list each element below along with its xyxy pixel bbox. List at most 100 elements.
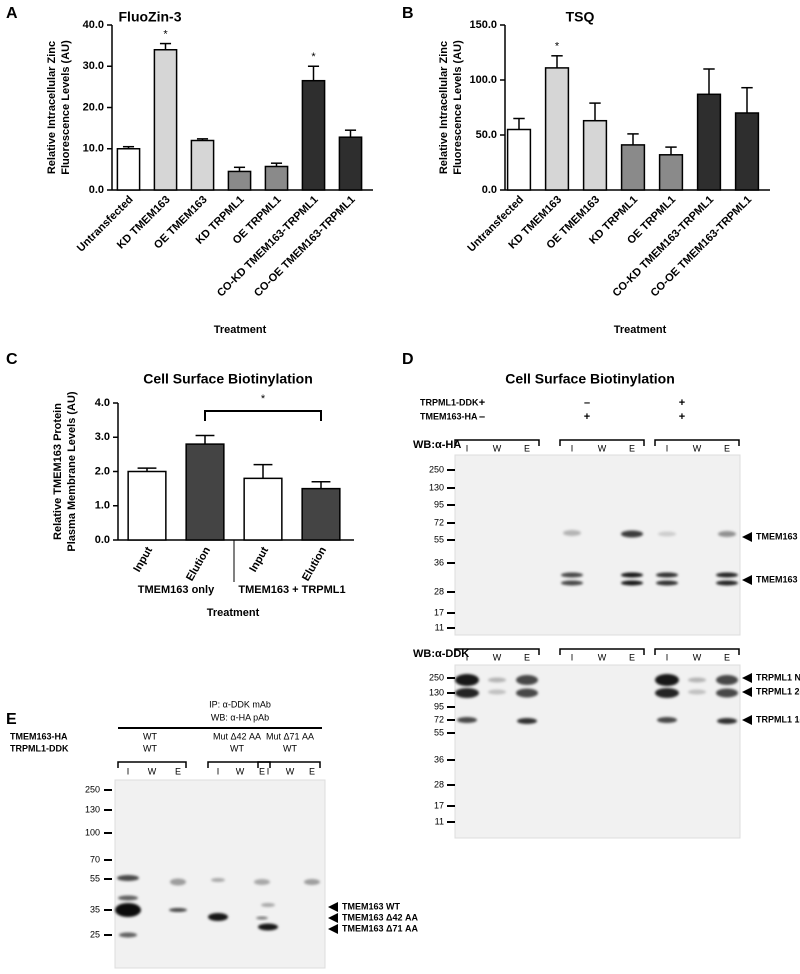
y-tick-label: 30.0 (83, 60, 104, 72)
lane-bracket (559, 648, 645, 655)
y-tick-label: 3.0 (95, 431, 110, 443)
marker-label: 11 (435, 816, 444, 826)
lane-label: I (571, 652, 574, 662)
bar (734, 112, 760, 191)
marker-label: 36 (434, 557, 444, 567)
lane-label: W (236, 766, 245, 776)
significance-star: * (555, 41, 560, 53)
blot-band (256, 916, 268, 920)
lane-bracket (654, 648, 740, 655)
marker-label: 250 (429, 464, 444, 474)
blot-band (655, 674, 679, 686)
band-arrow (742, 687, 752, 697)
blot-band (117, 875, 139, 881)
blot-band (716, 580, 738, 586)
blot-band (516, 688, 538, 698)
significance-bracket (204, 410, 322, 421)
y-tick-label: 0.0 (95, 534, 110, 546)
x-tick-label: Input (131, 545, 155, 575)
blot-band (621, 572, 643, 578)
band-arrow (328, 913, 338, 923)
bar (264, 165, 289, 191)
y-tick-label: 0.0 (482, 184, 497, 196)
bar (190, 139, 215, 191)
chart-title: Cell Surface Biotinylation (143, 371, 313, 387)
lane-label: E (259, 766, 265, 776)
lane-bracket (207, 761, 271, 768)
lane-bracket (257, 761, 321, 768)
blot-band (119, 932, 137, 938)
band-label: TRPML1 1-mer (756, 714, 800, 724)
blot-band (655, 688, 679, 698)
panel-label: D (402, 351, 414, 368)
marker-label: 17 (434, 800, 444, 810)
lane-label: I (666, 652, 669, 662)
blot-band (716, 688, 738, 698)
marker-label: 55 (90, 873, 100, 883)
blot-band (170, 878, 186, 886)
bar (658, 154, 684, 191)
y-tick-label: 50.0 (476, 129, 497, 141)
group-label: WT (143, 731, 157, 741)
bar (696, 93, 722, 191)
marker-label: 95 (434, 499, 444, 509)
lane-label: E (524, 443, 530, 453)
x-axis-label: Treatment (214, 324, 267, 336)
marker-label: 55 (434, 534, 444, 544)
lane-bracket (654, 439, 740, 446)
band-label: TMEM163 WT (342, 901, 401, 911)
y-tick-label: 0.0 (89, 184, 104, 196)
y-axis-label: Relative Intracellular Zinc (438, 41, 450, 174)
bar (338, 136, 363, 191)
group-label: WT (230, 743, 244, 753)
bar (116, 148, 141, 191)
lane-label: W (148, 766, 157, 776)
blot-band (455, 688, 479, 698)
condition-sign: + (584, 411, 590, 423)
band-label: TRPML1 2-mer (756, 686, 800, 696)
lane-label: E (175, 766, 181, 776)
marker-label: 17 (434, 607, 444, 617)
blot-label: WB:α-HA (413, 439, 461, 451)
lane-bracket (117, 761, 187, 768)
blot-band (621, 530, 643, 538)
blot-band (488, 677, 506, 683)
blot-image (114, 779, 326, 969)
blot-image (454, 454, 741, 636)
band-label: TMEM163 Δ42 AA (342, 912, 418, 922)
blot-band (561, 572, 583, 578)
bar (243, 477, 283, 541)
lane-label: I (127, 766, 130, 776)
blot-band (304, 879, 320, 885)
blot-band (455, 674, 479, 686)
panel-label: E (6, 711, 17, 728)
band-arrow (742, 715, 752, 725)
lane-label: E (629, 652, 635, 662)
lane-label: I (267, 766, 270, 776)
lane-label: E (524, 652, 530, 662)
lane-label: W (286, 766, 295, 776)
lane-label: W (693, 443, 702, 453)
lane-label: W (598, 443, 607, 453)
blot-band (716, 675, 738, 685)
blot-band (656, 572, 678, 578)
bar (227, 170, 252, 191)
lane-label: I (217, 766, 220, 776)
y-axis-label: Relative Intracellular Zinc (46, 41, 58, 174)
band-arrow (742, 673, 752, 683)
x-axis-label: Treatment (614, 324, 667, 336)
condition-sign: + (679, 397, 685, 409)
band-arrow (742, 532, 752, 542)
bar (127, 470, 167, 541)
blot-band (563, 530, 581, 536)
lane-bracket (559, 439, 645, 446)
condition-sign: + (479, 397, 485, 409)
y-tick-label: 2.0 (95, 465, 110, 477)
blot-band (688, 677, 706, 683)
significance-star: * (261, 393, 266, 405)
y-tick-label: 20.0 (83, 101, 104, 113)
condition-sign: + (679, 411, 685, 423)
chart-title: TSQ (566, 9, 595, 25)
marker-label: 28 (434, 779, 444, 789)
